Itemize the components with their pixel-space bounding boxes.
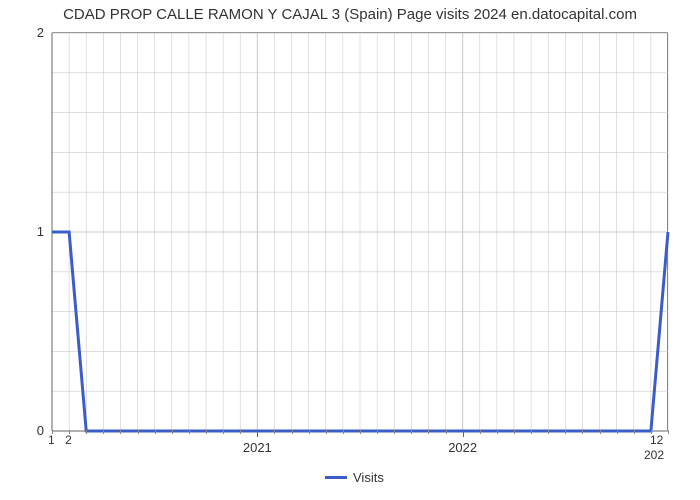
x-minor-tick	[411, 430, 412, 434]
y-tick-label: 1	[22, 224, 44, 239]
chart-title: CDAD PROP CALLE RAMON Y CAJAL 3 (Spain) …	[0, 6, 700, 23]
x-minor-tick	[343, 430, 344, 434]
x-corner-label: 2	[65, 433, 105, 447]
x-minor-tick	[514, 430, 515, 434]
legend-label: Visits	[353, 470, 384, 485]
x-minor-tick	[120, 430, 121, 434]
x-minor-tick	[600, 430, 601, 434]
x-minor-tick	[240, 430, 241, 434]
x-minor-tick	[138, 430, 139, 434]
x-minor-tick	[377, 430, 378, 434]
x-corner-label: 202	[644, 448, 684, 462]
legend-swatch	[325, 476, 347, 479]
x-minor-tick	[274, 430, 275, 434]
x-minor-tick	[309, 430, 310, 434]
x-minor-tick	[565, 430, 566, 434]
x-minor-tick	[446, 430, 447, 434]
x-minor-tick	[531, 430, 532, 434]
x-minor-tick	[394, 430, 395, 434]
x-minor-tick	[634, 430, 635, 434]
legend: Visits	[325, 470, 384, 485]
plot-area	[52, 32, 668, 430]
x-minor-tick	[360, 430, 361, 434]
x-minor-tick	[497, 430, 498, 434]
x-corner-label: 12	[650, 433, 690, 447]
x-minor-tick	[428, 430, 429, 434]
x-minor-tick	[292, 430, 293, 434]
x-minor-tick	[582, 430, 583, 434]
x-minor-tick	[189, 430, 190, 434]
x-major-tick	[257, 430, 258, 437]
x-minor-tick	[223, 430, 224, 434]
x-minor-tick	[480, 430, 481, 434]
y-tick-label: 2	[22, 25, 44, 40]
x-minor-tick	[617, 430, 618, 434]
x-tick-label: 2021	[227, 440, 287, 455]
chart-container: { "chart": { "type": "line", "title": "C…	[0, 0, 700, 500]
series-line	[52, 33, 668, 431]
x-minor-tick	[206, 430, 207, 434]
y-tick-label: 0	[22, 423, 44, 438]
x-minor-tick	[548, 430, 549, 434]
x-major-tick	[463, 430, 464, 437]
x-minor-tick	[172, 430, 173, 434]
x-minor-tick	[326, 430, 327, 434]
x-minor-tick	[155, 430, 156, 434]
x-tick-label: 2022	[433, 440, 493, 455]
